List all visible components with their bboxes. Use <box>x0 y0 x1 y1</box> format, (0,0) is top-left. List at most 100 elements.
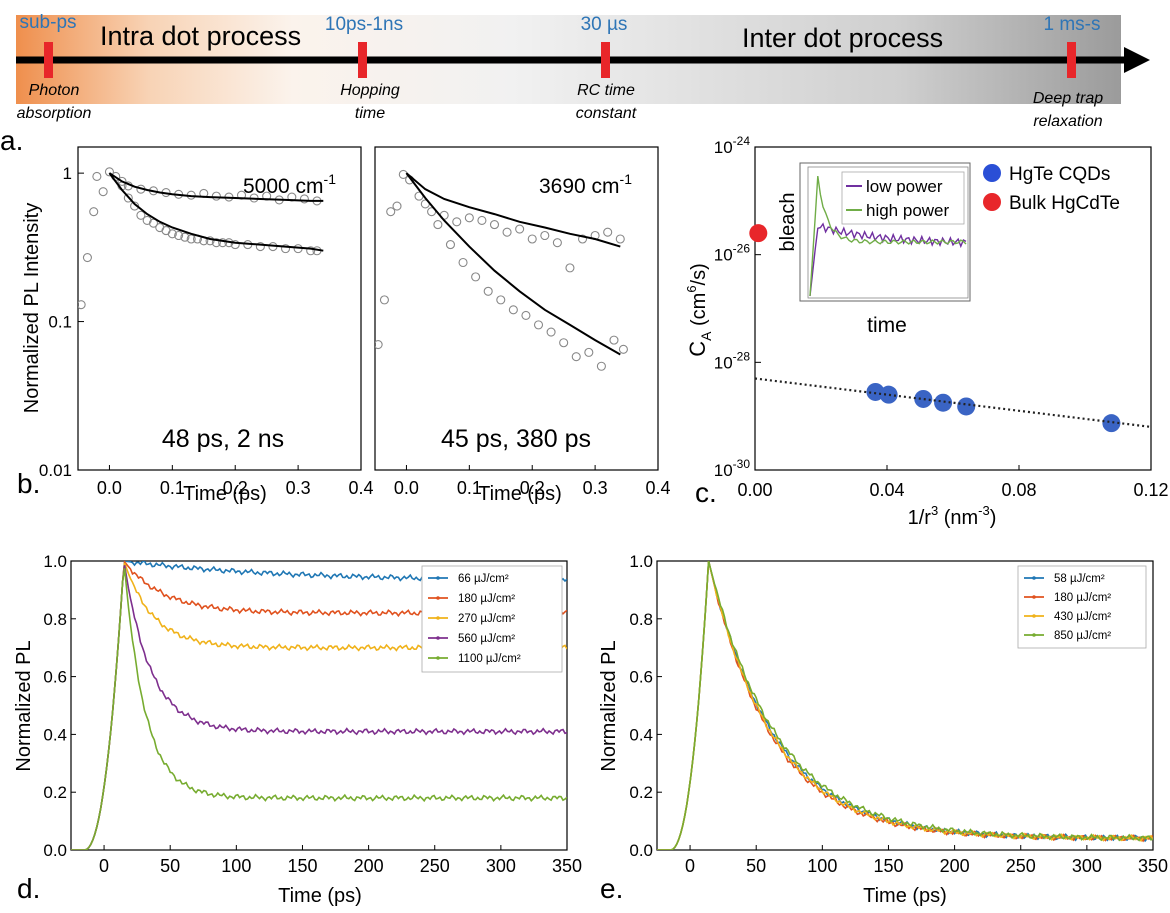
data-point <box>211 191 221 201</box>
legend-marker-hgte <box>983 164 1001 182</box>
x-tick-label: 250 <box>420 856 450 876</box>
y-tick-label: 0.1 <box>48 313 72 332</box>
axis-ticks: 0 50 100 150 200 250 300 350 0.0 0.2 0.4 0.6 0.8 1.0 <box>629 552 1168 876</box>
legend: 66 µJ/cm² 180 µJ/cm² 270 µJ/cm² 560 µJ/cm² 1… <box>421 565 563 673</box>
legend-label: 270 µJ/cm² <box>458 613 515 625</box>
y-axis-title: CA (cm6/s) <box>684 263 714 357</box>
inset-x-label: time <box>867 314 907 337</box>
timeline: Intra dot process Inter dot process sub-… <box>16 12 1150 130</box>
event-photon-absorption: sub-ps Photon absorption <box>17 12 92 122</box>
data-point <box>540 230 550 241</box>
legend-swatch-marker <box>436 656 440 660</box>
data-point <box>496 295 506 305</box>
plot-frame <box>70 560 568 851</box>
y-tick-label: 10-24 <box>714 134 751 157</box>
plot-data <box>78 167 324 310</box>
fit-line <box>405 172 621 356</box>
x-tick-label: 300 <box>486 856 516 876</box>
data-point <box>306 246 316 256</box>
chart-e: 0 50 100 150 200 250 300 3500.00.20.40.60.81.0 … <box>598 552 1168 907</box>
data-point <box>934 393 953 412</box>
data-point <box>117 176 127 186</box>
data-point <box>565 263 575 273</box>
data-point <box>458 257 468 268</box>
inset-legend-box <box>841 171 965 225</box>
event-marker <box>1067 42 1076 78</box>
data-point <box>546 327 556 337</box>
data-point <box>78 300 86 310</box>
inset-y-label: bleach <box>777 193 799 252</box>
data-point <box>749 224 768 243</box>
data-point <box>489 220 500 230</box>
event-hopping-time: 10ps-1ns Hopping time <box>325 14 403 122</box>
legend-label: 430 µJ/cm² <box>1054 611 1111 623</box>
data-point <box>386 207 396 217</box>
y-tick-label: 0.8 <box>629 610 653 629</box>
data-point <box>136 210 146 220</box>
data-point <box>1102 414 1121 433</box>
x-tick-label: 0.2 <box>223 478 248 498</box>
plot-data <box>657 561 1153 850</box>
y-tick-label: 0.0 <box>43 841 67 860</box>
y-axis-title: Normalized PL <box>13 640 35 771</box>
x-tick-label: 0.3 <box>286 478 311 498</box>
data-point <box>533 320 544 330</box>
event-label-line: RC time <box>577 82 635 99</box>
legend-marker-bulk <box>983 193 1001 211</box>
y-tick-label: 0.2 <box>629 783 653 802</box>
data-point <box>559 338 569 348</box>
x-tick-label: 50 <box>746 856 766 876</box>
event-marker <box>358 42 367 78</box>
y-tick-label: 1.0 <box>629 552 653 571</box>
data-point <box>615 234 625 244</box>
axis-ticks: 0.0 0.1 0.2 0.3 0.4 <box>394 465 671 498</box>
data-point <box>299 194 309 204</box>
event-label-line: Hopping <box>340 82 400 99</box>
data-point <box>571 352 581 362</box>
series-line <box>71 568 567 850</box>
timeline-arrowhead <box>1124 47 1150 73</box>
data-point <box>82 252 92 263</box>
legend: 58 µJ/cm² 180 µJ/cm² 430 µJ/cm² 850 µJ/cm² <box>1017 565 1147 649</box>
data-point <box>433 220 443 230</box>
axis-ticks: 0.00 0.04 0.08 0.12 10-30 10-28 10-26 10-24 <box>714 134 1169 500</box>
fit-line <box>108 172 324 252</box>
legend-swatch-marker <box>1032 633 1036 637</box>
data-point <box>167 229 177 239</box>
data-point <box>98 187 108 197</box>
legend-label: 66 µJ/cm² <box>458 573 509 585</box>
legend-label: 58 µJ/cm² <box>1054 573 1105 585</box>
fit-line <box>405 172 621 248</box>
event-timescale: 1 ms-s <box>1044 14 1101 35</box>
legend-swatch-marker <box>436 576 440 580</box>
data-point <box>180 232 190 242</box>
data-point <box>879 385 898 404</box>
plot-frame <box>77 146 362 471</box>
data-point <box>142 215 152 226</box>
chart-a-left: 0.0 0.1 0.2 0.3 0.4 0.01 0.1 1 Normalized PL In… <box>21 146 374 505</box>
series-line <box>657 561 1153 850</box>
data-point <box>205 236 215 246</box>
legend-label: 560 µJ/cm² <box>458 633 515 645</box>
data-point <box>211 238 221 248</box>
inset-trace-high-power <box>809 176 967 297</box>
data-point <box>148 218 159 228</box>
y-tick-label: 10-26 <box>714 242 751 265</box>
event-label-line: relaxation <box>1033 113 1102 130</box>
legend-swatch-marker <box>1032 595 1036 599</box>
event-deep-trap-relaxation: 1 ms-s Deep trap relaxation <box>1033 14 1103 130</box>
y-tick-label: 0.6 <box>629 668 653 687</box>
x-tick-label: 0.0 <box>97 478 122 498</box>
x-tick-label: 100 <box>221 856 251 876</box>
legend-label: 1100 µJ/cm² <box>458 653 521 665</box>
inset-trace-low-power <box>809 222 967 297</box>
y-tick-label: 0.8 <box>43 610 67 629</box>
data-point <box>584 347 594 357</box>
panel-label-d: d. <box>17 873 40 904</box>
series-line <box>71 565 567 850</box>
event-marker <box>601 42 610 78</box>
data-point <box>471 272 481 282</box>
x-tick-label: 0.4 <box>348 478 373 498</box>
